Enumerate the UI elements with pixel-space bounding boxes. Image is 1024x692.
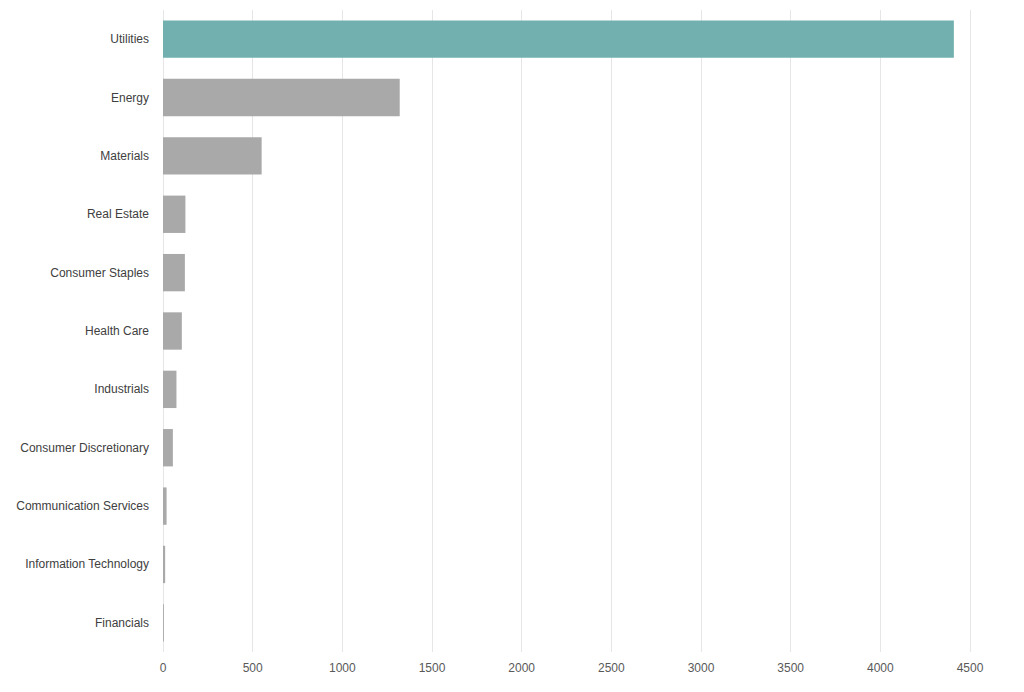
svg-text:Financials: Financials bbox=[95, 616, 149, 630]
svg-text:2000: 2000 bbox=[508, 661, 535, 675]
svg-text:Information Technology: Information Technology bbox=[25, 557, 149, 571]
svg-text:500: 500 bbox=[243, 661, 263, 675]
svg-text:1000: 1000 bbox=[329, 661, 356, 675]
svg-text:4000: 4000 bbox=[867, 661, 894, 675]
svg-text:4500: 4500 bbox=[957, 661, 984, 675]
svg-text:Energy: Energy bbox=[111, 91, 149, 105]
svg-text:1500: 1500 bbox=[419, 661, 446, 675]
svg-text:Consumer Discretionary: Consumer Discretionary bbox=[20, 441, 149, 455]
svg-text:Utilities: Utilities bbox=[110, 32, 149, 46]
svg-text:2500: 2500 bbox=[598, 661, 625, 675]
svg-text:Consumer Staples: Consumer Staples bbox=[50, 266, 149, 280]
svg-text:Communication Services: Communication Services bbox=[16, 499, 149, 513]
svg-text:Health Care: Health Care bbox=[85, 324, 149, 338]
svg-text:Materials: Materials bbox=[100, 149, 149, 163]
svg-text:Industrials: Industrials bbox=[94, 382, 149, 396]
svg-text:3500: 3500 bbox=[777, 661, 804, 675]
svg-text:0: 0 bbox=[160, 661, 167, 675]
svg-text:Real Estate: Real Estate bbox=[87, 207, 149, 221]
svg-text:3000: 3000 bbox=[688, 661, 715, 675]
